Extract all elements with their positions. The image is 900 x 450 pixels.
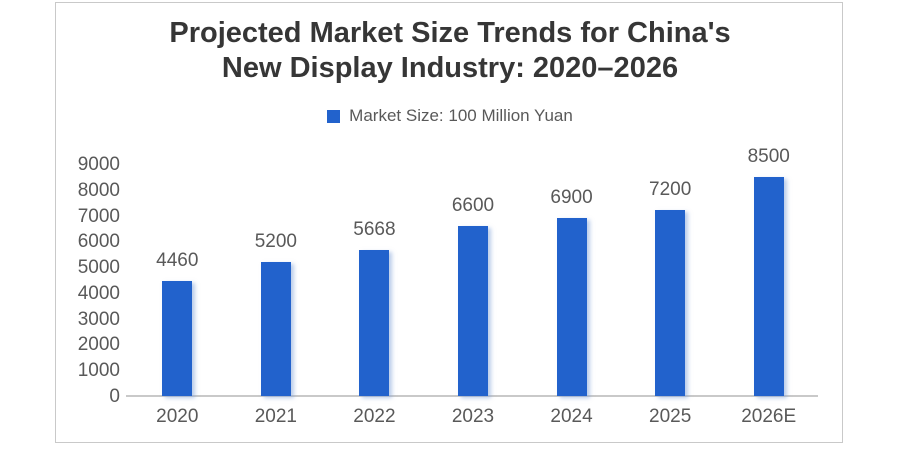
value-label: 5200	[254, 230, 297, 252]
x-axis-label: 2022	[353, 406, 396, 427]
y-axis-label: 7000	[77, 205, 120, 227]
x-axis-label: 2020	[156, 406, 199, 427]
value-label: 7200	[649, 179, 692, 201]
x-axis-label: 2026E	[741, 406, 797, 427]
value-label: 4460	[156, 250, 199, 272]
y-axis-label: 3000	[77, 308, 120, 330]
x-axis-label: 2021	[254, 406, 297, 427]
x-axis-label: 2023	[451, 406, 495, 427]
legend-label: Market Size: 100 Million Yuan	[349, 106, 573, 125]
legend: Market Size: 100 Million Yuan	[55, 106, 845, 126]
legend-swatch-icon	[327, 109, 341, 123]
y-axis-label: 1000	[77, 360, 120, 382]
x-axis-label: 2024	[550, 406, 593, 427]
value-label: 6900	[550, 187, 593, 209]
bar-2023	[458, 225, 488, 396]
y-axis-label: 0	[109, 386, 120, 407]
y-axis: 0 1000 2000 3000 4000 5000 6000 7000 8000 9000	[38, 154, 120, 407]
bar-2026E	[753, 176, 784, 396]
bar-2024	[556, 218, 587, 396]
y-axis-label: 8000	[77, 179, 120, 201]
y-axis-label: 2000	[77, 334, 120, 356]
y-axis-label: 5000	[77, 257, 120, 279]
y-axis-label: 6000	[77, 231, 120, 253]
y-axis-label: 4000	[77, 282, 120, 304]
x-axis-label: 2025	[649, 406, 692, 427]
value-label: 8500	[747, 145, 790, 167]
x-axis-line	[126, 395, 818, 397]
bar-2021	[260, 261, 291, 396]
value-label: 5668	[353, 218, 396, 240]
bar-2020	[162, 281, 193, 396]
bar-2022	[359, 249, 390, 396]
chart-title: Projected Market Size Trends for China's…	[169, 17, 731, 85]
plot-area: 4460 2020 5200 2021 5668 2022 6600 2023 6900 2024…	[126, 146, 818, 427]
y-axis-label: 9000	[77, 154, 120, 175]
bar-2025	[655, 210, 686, 396]
value-label: 6600	[451, 194, 495, 216]
